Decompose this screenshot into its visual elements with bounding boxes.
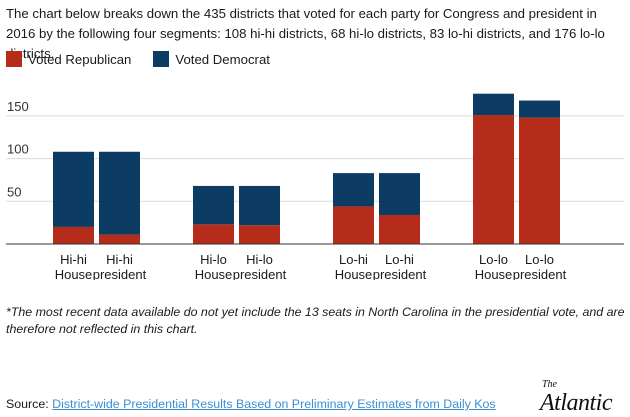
x-label-hi-hi-president-line2: president <box>93 267 147 280</box>
x-label-hi-lo-house-line2: House <box>195 267 233 280</box>
bar-lo-hi-house-democrat <box>333 173 374 207</box>
x-label-hi-lo-president-line1: Hi-lo <box>246 252 273 267</box>
x-label-lo-hi-president-line1: Lo-hi <box>385 252 414 267</box>
x-label-hi-hi-house-line1: Hi-hi <box>60 252 87 267</box>
bar-hi-lo-president-democrat <box>239 185 280 226</box>
y-tick-label-150: 150 <box>7 99 29 114</box>
x-label-hi-lo-house-line1: Hi-lo <box>200 252 227 267</box>
bar-lo-lo-house-republican <box>473 115 514 244</box>
x-label-hi-hi-house-line2: House <box>55 267 93 280</box>
x-label-lo-lo-president-line2: president <box>513 267 567 280</box>
bar-lo-hi-house-republican <box>333 206 374 244</box>
logo-name: Atlantic <box>540 390 612 416</box>
atlantic-logo: The Atlantic <box>540 378 612 415</box>
bar-lo-hi-president-republican <box>379 214 420 244</box>
bar-hi-lo-president-republican <box>239 225 280 244</box>
legend-swatch-republican <box>6 51 22 67</box>
source-label: Source: <box>6 397 49 411</box>
legend-label-republican: Voted Republican <box>28 51 132 67</box>
x-label-lo-lo-house-line1: Lo-lo <box>479 252 508 267</box>
x-label-lo-lo-house-line2: House <box>475 267 513 280</box>
bar-hi-lo-house-democrat <box>193 185 234 225</box>
bar-hi-hi-house-democrat <box>53 151 94 227</box>
bar-lo-hi-president-democrat <box>379 173 420 215</box>
y-tick-label-50: 50 <box>7 184 21 199</box>
x-label-hi-hi-president-line1: Hi-hi <box>106 252 133 267</box>
bar-lo-lo-president-democrat <box>519 100 560 118</box>
logo-the: The <box>542 379 557 390</box>
stacked-bar-chart: 50100150Hi-hiHouseHi-hipresidentHi-loHou… <box>6 93 624 280</box>
legend-label-democrat: Voted Democrat <box>175 51 270 67</box>
legend: Voted Republican Voted Democrat <box>6 51 292 67</box>
bar-lo-lo-president-republican <box>519 117 560 244</box>
legend-item-democrat: Voted Democrat <box>153 51 270 67</box>
x-label-lo-lo-president-line1: Lo-lo <box>525 252 554 267</box>
x-label-lo-hi-house-line2: House <box>335 267 373 280</box>
bar-hi-lo-house-republican <box>193 224 234 244</box>
source-line: Source: District-wide Presidential Resul… <box>6 397 496 411</box>
footnote: *The most recent data available do not y… <box>6 305 625 336</box>
bar-lo-lo-house-democrat <box>473 93 514 116</box>
bar-hi-hi-president-democrat <box>99 151 140 235</box>
bar-hi-hi-president-republican <box>99 234 140 244</box>
x-label-lo-hi-house-line1: Lo-hi <box>339 252 368 267</box>
legend-item-republican: Voted Republican <box>6 51 131 67</box>
y-tick-label-100: 100 <box>7 142 29 157</box>
legend-swatch-democrat <box>153 51 170 67</box>
bar-hi-hi-house-republican <box>53 226 94 244</box>
x-label-lo-hi-president-line2: president <box>373 267 427 280</box>
source-link[interactable]: District-wide Presidential Results Based… <box>52 397 496 411</box>
x-label-hi-lo-president-line2: president <box>233 267 287 280</box>
